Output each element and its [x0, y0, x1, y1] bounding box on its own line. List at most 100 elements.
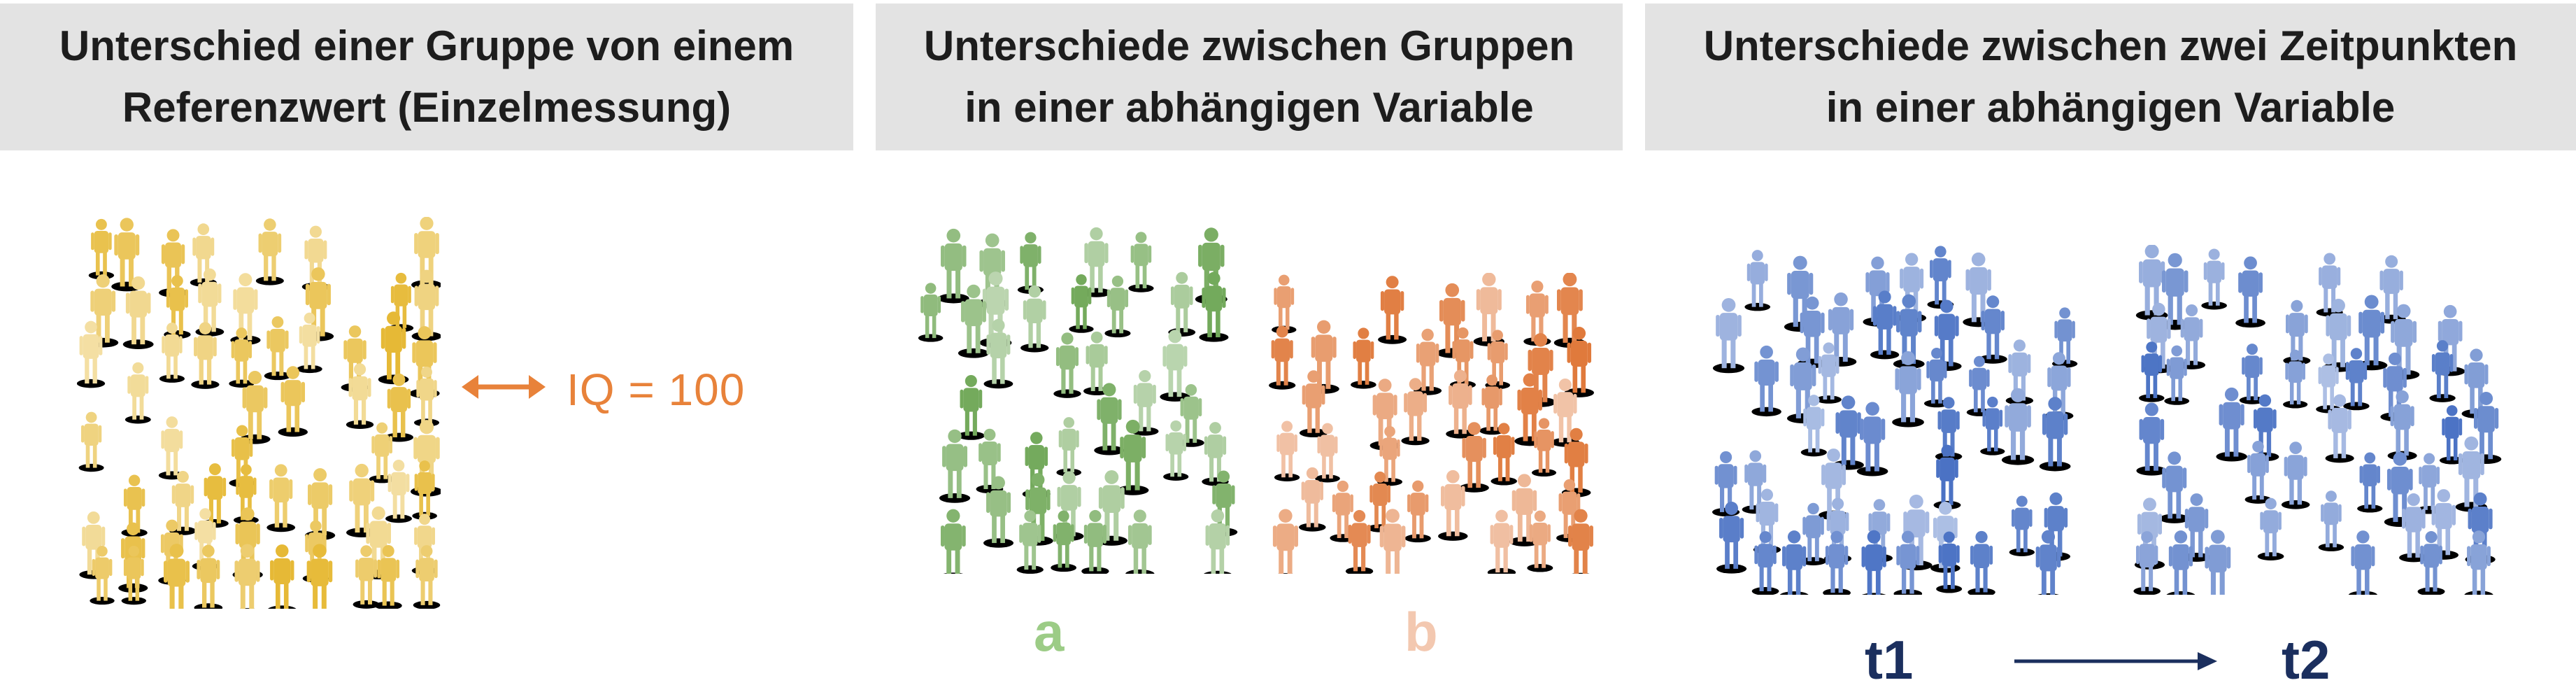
person-figure	[1892, 351, 1924, 428]
person-figure	[918, 283, 944, 342]
person-figure	[2355, 295, 2388, 371]
person-figure	[2283, 349, 2308, 409]
person-figure	[195, 268, 225, 337]
person-figure	[1568, 509, 1593, 574]
person-figure	[1967, 530, 1995, 595]
person-figure	[2417, 531, 2445, 595]
person-figure	[2357, 452, 2383, 513]
person-figure	[2139, 341, 2165, 402]
person-figure	[159, 322, 185, 383]
person-figure	[306, 544, 333, 609]
crowd-timepoint-1	[1712, 246, 2078, 595]
person-figure	[191, 322, 220, 389]
person-figure	[2133, 531, 2161, 595]
person-figure	[234, 544, 260, 609]
person-figure	[1823, 530, 1851, 595]
person-figure	[939, 429, 971, 503]
person-figure	[1053, 332, 1081, 398]
person-figure	[1856, 402, 1888, 476]
person-figure	[1315, 423, 1340, 483]
person-figure	[1712, 297, 1745, 374]
person-figure	[2164, 345, 2190, 405]
person-figure	[369, 422, 395, 483]
person-figure	[1083, 331, 1111, 395]
person-figure	[1199, 271, 1229, 342]
person-figure	[1553, 273, 1586, 348]
person-figure	[2316, 353, 2342, 414]
person-figure	[1017, 232, 1044, 294]
person-figure	[78, 411, 104, 472]
person-figure	[268, 544, 297, 609]
person-figure	[940, 509, 966, 574]
person-figure	[1870, 290, 1900, 360]
reference-value-label: IQ = 100	[567, 365, 746, 415]
person-figure	[1081, 227, 1111, 297]
person-figure	[2009, 495, 2035, 556]
person-figure	[2216, 387, 2247, 462]
person-figure	[124, 362, 151, 424]
person-figure	[413, 545, 441, 609]
person-figure	[1816, 342, 1842, 404]
group-b-label: b	[1404, 601, 1438, 663]
person-figure	[2343, 348, 2370, 411]
person-figure	[1742, 450, 1769, 514]
panel-1-title-line2: Referenzwert (Einzelmessung)	[122, 84, 732, 131]
person-figure	[1116, 419, 1149, 495]
person-figure	[2318, 490, 2344, 551]
person-figure	[1272, 509, 1298, 574]
person-figure	[983, 476, 1014, 548]
person-figure	[1163, 420, 1189, 481]
person-figure	[2325, 394, 2354, 463]
panel-3-header: Unterschiede zwischen zwei Zeitpunkten i…	[1645, 3, 2576, 150]
person-figure	[1893, 530, 1923, 595]
person-figure	[1980, 396, 2005, 456]
group-a-label: a	[1034, 601, 1065, 663]
person-figure	[353, 545, 380, 609]
person-figure	[1128, 232, 1154, 292]
person-figure	[1351, 327, 1376, 389]
person-figure	[1487, 509, 1516, 574]
person-figure	[2257, 497, 2284, 560]
person-figure	[163, 544, 190, 609]
person-figure	[2201, 248, 2227, 310]
person-figure	[374, 545, 402, 609]
person-figure	[1978, 295, 2007, 364]
person-figure	[1936, 531, 1963, 593]
panel-2-title-line1: Unterschiede zwischen Gruppen	[923, 22, 1575, 69]
person-figure	[1927, 246, 1954, 309]
person-figure	[1527, 510, 1553, 572]
person-figure	[346, 363, 374, 430]
person-figure	[413, 366, 440, 427]
person-figure	[194, 544, 223, 609]
person-figure	[122, 276, 154, 349]
person-figure	[1378, 276, 1407, 344]
timepoint-1-label: t1	[1865, 629, 1914, 691]
person-figure	[2205, 530, 2231, 595]
person-figure	[2348, 530, 2378, 595]
person-figure	[1716, 502, 1747, 574]
person-figure	[2001, 388, 2035, 465]
person-figure	[385, 460, 413, 523]
person-figure	[2283, 299, 2311, 365]
person-figure	[1379, 509, 1406, 574]
timepoint-2-label: t2	[2282, 629, 2331, 691]
person-figure	[2439, 405, 2465, 465]
person-figure	[1020, 285, 1049, 353]
person-figure	[278, 366, 308, 437]
panel-2-title-line2: in einer abhängigen Variable	[965, 84, 1534, 131]
person-figure	[958, 284, 990, 358]
person-figure	[1330, 480, 1356, 542]
person-figure	[2464, 530, 2493, 595]
person-figure	[1551, 378, 1580, 447]
person-figure	[2035, 530, 2061, 595]
person-figure	[1779, 530, 1809, 595]
panel-3-title-line1: Unterschiede zwischen zwei Zeitpunkten	[1703, 22, 2518, 69]
person-figure	[1712, 451, 1740, 517]
person-figure	[1051, 510, 1077, 572]
person-figure	[1401, 378, 1430, 446]
right-arrow-icon	[2014, 652, 2217, 670]
person-figure	[1751, 531, 1779, 595]
person-figure	[2177, 304, 2206, 369]
person-figure	[1308, 320, 1339, 394]
person-figure	[1800, 502, 1827, 565]
